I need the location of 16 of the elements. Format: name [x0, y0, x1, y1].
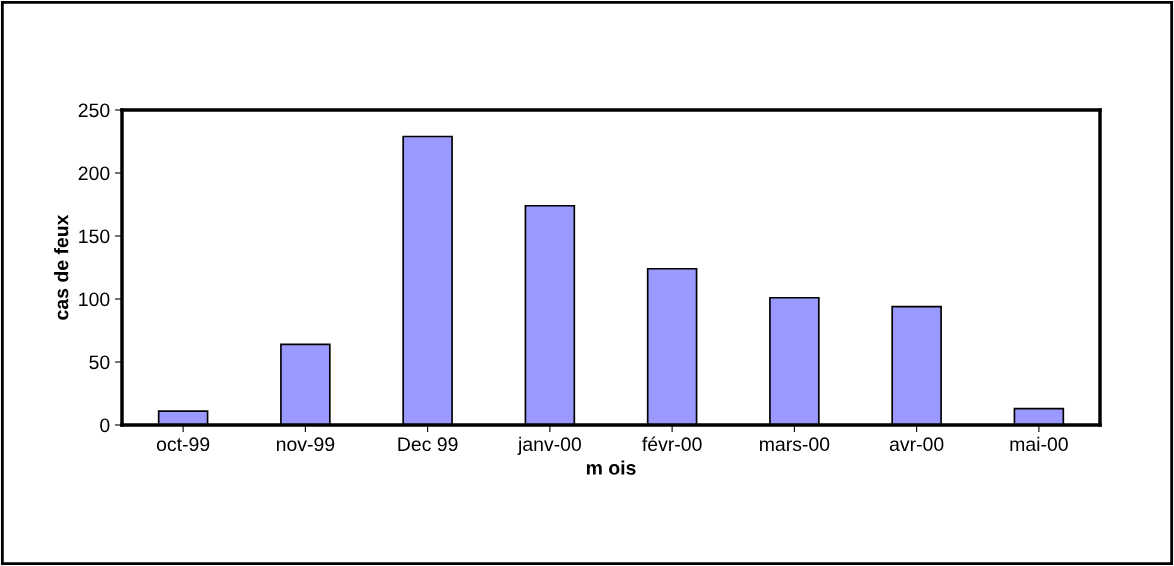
x-tick-label: févr-00: [642, 436, 702, 452]
y-tick-label: 50: [89, 355, 110, 370]
x-tick-label: mai-00: [1010, 436, 1068, 452]
y-tick-label: 150: [79, 229, 110, 244]
x-tick-label: janv-00: [517, 436, 581, 455]
y-tick-label: 200: [78, 166, 110, 181]
y-tick-label: 100: [79, 292, 110, 307]
y-tick-label: 250: [78, 103, 110, 118]
y-axis-title: cas de feux: [54, 214, 69, 320]
x-tick-label: nov-99: [276, 437, 335, 452]
x-axis-title: m ois: [586, 460, 636, 475]
x-tick-label: oct-99: [156, 437, 210, 452]
x-tick-label: avr-00: [889, 437, 944, 452]
x-tick-label: Dec 99: [398, 437, 458, 452]
y-tick-label: 0: [100, 418, 110, 433]
x-tick-label: mars-00: [760, 437, 830, 452]
